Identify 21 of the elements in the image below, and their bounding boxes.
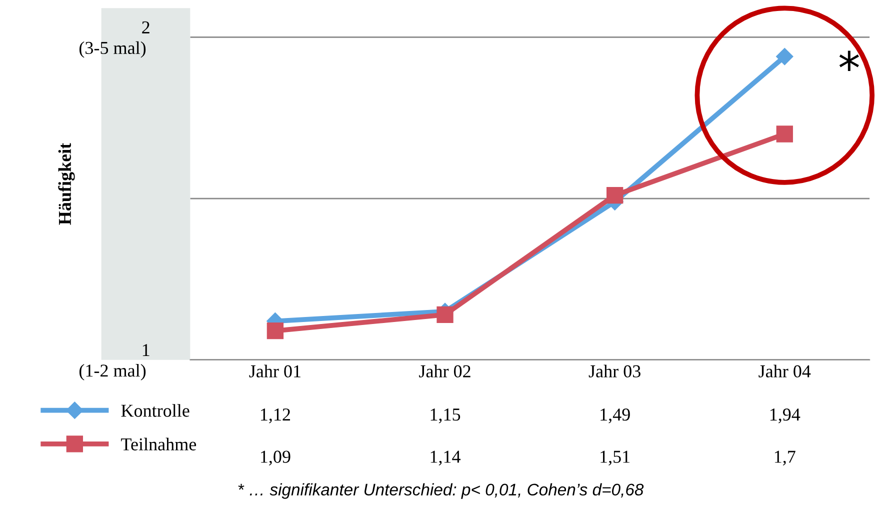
x-tick-label: Jahr 01 [249, 364, 300, 378]
data-label: 1,94 [770, 408, 800, 424]
annotation: * [839, 50, 859, 71]
data-label: 1,12 [260, 408, 290, 424]
y-axis-title: Häufigkeit [58, 142, 75, 225]
data-label: 1,15 [430, 408, 460, 424]
y-tick-label: 2 [142, 21, 150, 34]
legend-label: Kontrolle [121, 404, 190, 417]
x-tick-label: Jahr 03 [588, 364, 640, 378]
y-tick-label: 1 [142, 344, 150, 356]
data-label: 1,51 [600, 450, 630, 466]
legend-label: Teilnahme [121, 438, 196, 450]
text: (1-2 mal) [79, 364, 146, 380]
data-label: 1,09 [260, 450, 290, 466]
data-label: 1,7 [774, 450, 796, 466]
data-label: 1,14 [430, 450, 461, 466]
data-label: 1,49 [600, 408, 630, 424]
text: * … signifikanter Unterschied: p< 0,01, Cohen’s d=0,68 [238, 483, 644, 499]
text: (3-5 mal) [79, 41, 146, 58]
x-tick-label: Jahr 02 [419, 364, 470, 378]
x-tick-label: Jahr 04 [758, 364, 811, 378]
